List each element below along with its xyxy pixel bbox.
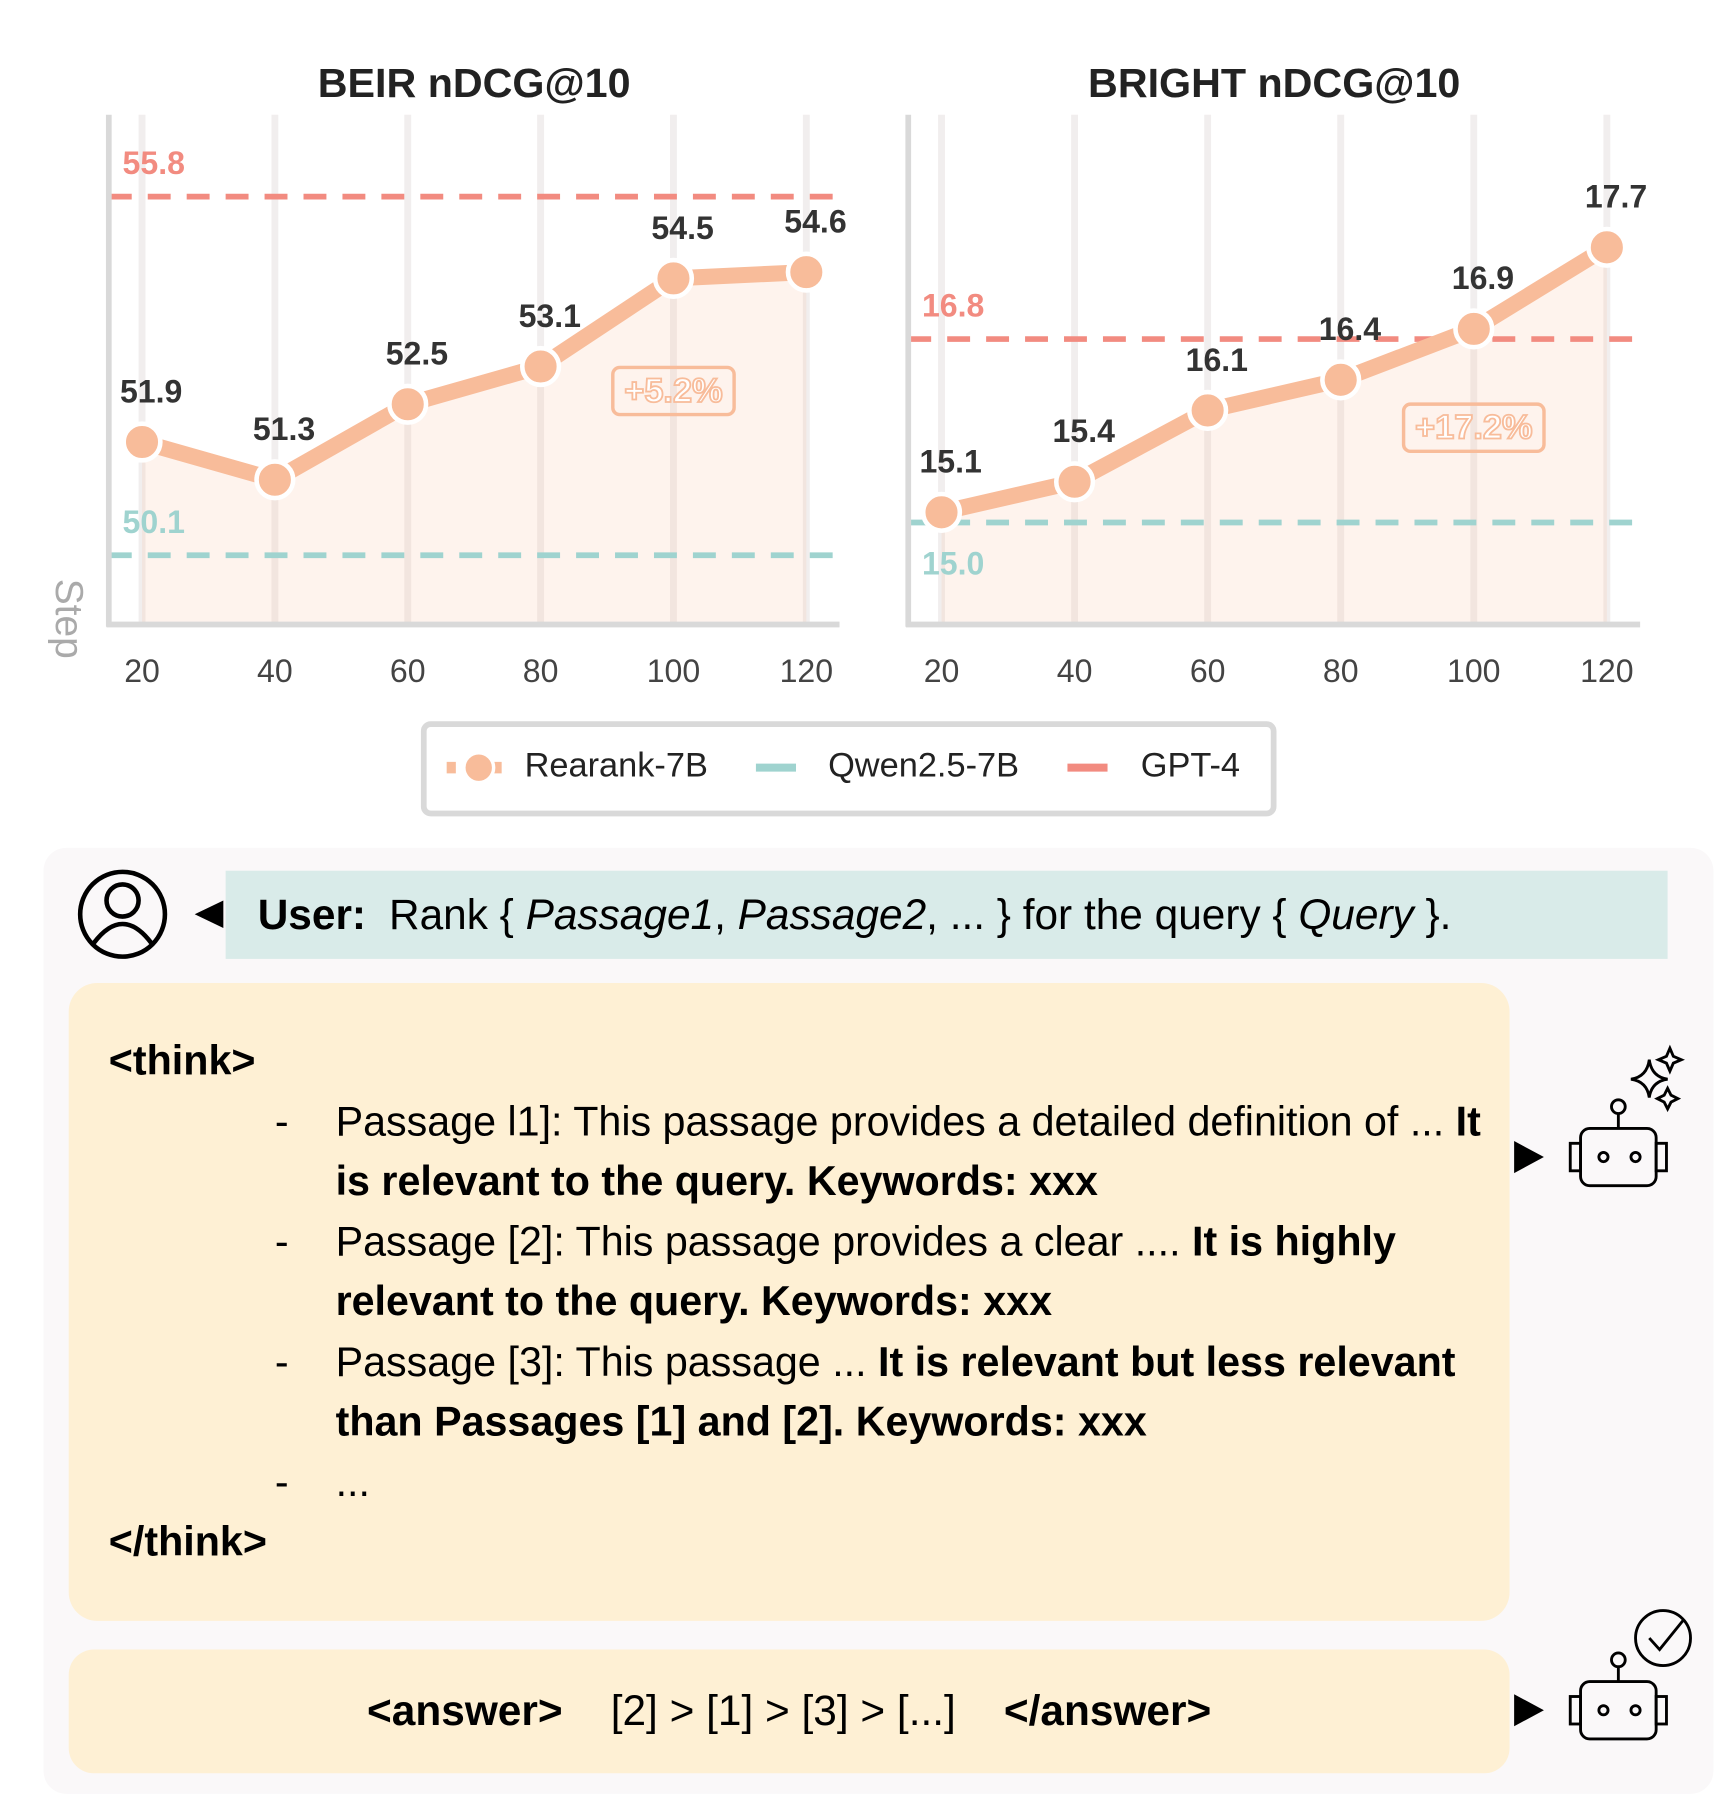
point: [920, 491, 963, 533]
legend-box: [420, 721, 1277, 817]
x-tick-label: 100: [647, 653, 700, 689]
answer-ranking: [2] > [1] > [3] > [...]: [610, 1687, 956, 1735]
arrow: [194, 900, 224, 928]
user-text: , ... } for the query {: [926, 891, 1299, 939]
x-tick-label: 80: [523, 653, 559, 689]
point: [785, 251, 827, 293]
user-text: Passage1: [525, 891, 715, 939]
arrow: [1514, 1694, 1544, 1727]
user-icon-body: [92, 921, 154, 945]
user-line: User: Rank { Passage1, Passage2, ... } fo…: [257, 891, 1452, 939]
robot-icon: [1568, 1044, 1685, 1188]
item-text: ...: [335, 1457, 370, 1505]
reference-label: 15.0: [922, 546, 984, 582]
data-label: 15.4: [1053, 413, 1116, 449]
axis-label: Step: [47, 579, 90, 659]
answer-close: </answer>: [1003, 1687, 1212, 1735]
reference-label: 50.1: [123, 504, 185, 540]
annotation: +17.2%: [1415, 409, 1533, 447]
series-line: [139, 264, 807, 488]
chart-title: BEIR nDCG@10: [318, 60, 631, 106]
user-label: User:: [257, 891, 367, 939]
data-label: 51.3: [253, 411, 315, 447]
data-label: 16.1: [1186, 342, 1248, 378]
x-tick-label: 120: [1580, 653, 1633, 689]
x-tick-label: 60: [390, 653, 426, 689]
bullet: -: [274, 1217, 289, 1265]
item-text: It is relevant to the query. Keywords: x…: [335, 1096, 1481, 1205]
legend-swatch: [462, 751, 496, 785]
legend-label: GPT-4: [1141, 747, 1240, 785]
point: [387, 383, 429, 425]
x-tick-label: 20: [124, 653, 160, 689]
data-label: 54.5: [651, 210, 713, 246]
user-icon-head: [104, 882, 141, 919]
annotation: +5.2%: [624, 372, 722, 410]
think-item: -...: [109, 1452, 1501, 1512]
point: [1187, 389, 1229, 432]
x-tick-label: 40: [1057, 653, 1093, 689]
item-text: Passage [3]: This passage ...: [335, 1337, 879, 1385]
think-item: - Passage [2]: This passage provides a cl…: [109, 1211, 1501, 1331]
point: [1453, 308, 1495, 350]
user-text: Query: [1298, 891, 1414, 939]
robot-icon: [1568, 1609, 1692, 1741]
user-text: Passage2: [737, 891, 927, 939]
think-box: [68, 982, 1510, 1621]
x-tick-label: 60: [1190, 653, 1226, 689]
x-tick-label: 80: [1323, 653, 1359, 689]
point: [519, 345, 562, 388]
data-label: 51.9: [120, 373, 182, 409]
data-label: 16.9: [1452, 260, 1514, 296]
data-label: 15.1: [919, 444, 981, 480]
x-tick-label: 40: [257, 653, 293, 689]
answer-box: [68, 1649, 1510, 1774]
data-label: 53.1: [519, 298, 581, 334]
user-icon: [77, 869, 168, 959]
think-text: <think>- Passage l1]: This passage provid…: [108, 1036, 1501, 1565]
arrow: [1514, 1141, 1544, 1174]
point: [1053, 461, 1096, 503]
legend-label: Rearank-7B: [525, 747, 708, 785]
point: [1586, 226, 1628, 268]
item-text: Passage l1]: This passage provides a det…: [335, 1096, 1456, 1144]
user-text: Rank {: [388, 891, 526, 939]
point: [121, 421, 163, 463]
user-bubble: [225, 870, 1668, 959]
bullet: -: [274, 1337, 289, 1385]
item-text: It is highly relevant to the query. Keyw…: [335, 1217, 1396, 1325]
legend-label: Qwen2.5-7B: [828, 747, 1019, 785]
data-label: 16.4: [1319, 311, 1382, 347]
item-text: It is relevant but less relevant than Pa…: [335, 1337, 1456, 1445]
area-fill: [142, 272, 807, 625]
series-line: [939, 240, 1612, 521]
item-text: Passage [2]: This passage provides a cle…: [335, 1217, 1193, 1265]
annotation-box: [611, 365, 736, 417]
reference-label: 55.8: [123, 145, 185, 181]
reference-label: 16.8: [922, 288, 984, 324]
annotation-box: [1401, 402, 1546, 454]
user-text: }.: [1413, 891, 1452, 939]
data-label: 17.7: [1585, 179, 1647, 215]
data-label: 54.6: [784, 203, 846, 239]
point: [652, 257, 695, 300]
x-tick-label: 120: [780, 653, 833, 689]
answer-open: <answer>: [367, 1687, 563, 1735]
x-tick-label: 20: [924, 653, 960, 689]
data-label: 52.5: [386, 336, 448, 372]
chart-title: BRIGHT nDCG@10: [1088, 60, 1460, 106]
bullet: -: [274, 1096, 289, 1144]
charts: BEIR nDCG@10 20 40 60 80 100 120 Step 50.1 55.8 51…: [47, 60, 1647, 689]
think-close: </think>: [108, 1517, 267, 1565]
think-item: - Passage l1]: This passage provides a de…: [109, 1091, 1501, 1211]
x-tick-label: 100: [1447, 653, 1500, 689]
user-text: ,: [714, 891, 738, 939]
think-open: <think>: [108, 1036, 256, 1084]
think-item: - Passage [3]: This passage ... It is rel…: [109, 1332, 1501, 1452]
bullet: -: [274, 1457, 289, 1505]
point: [254, 459, 296, 501]
point: [1320, 359, 1362, 401]
answer-line: <answer> [2] > [1] > [3] > [...] </answer>: [367, 1687, 1212, 1735]
